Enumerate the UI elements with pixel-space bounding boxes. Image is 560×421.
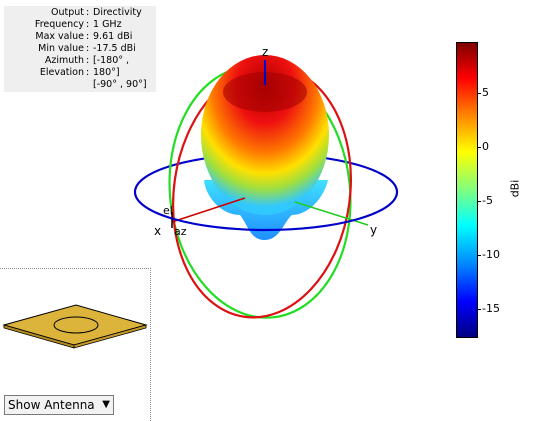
info-row-max: Max value : 9.61 dBi	[4, 31, 156, 43]
info-value: 9.61 dBi	[93, 31, 133, 42]
info-value: 180°]	[93, 67, 120, 78]
info-key: Azimuth	[44, 55, 84, 66]
info-row-elevation: Elevation : 180°]	[4, 67, 156, 79]
colorbar-tick-label: -10	[482, 248, 500, 261]
antenna-thumbnail-panel	[0, 268, 151, 421]
info-row-output: Output : Directivity	[4, 7, 156, 19]
info-key: Output	[51, 7, 84, 18]
info-value: Directivity	[93, 7, 142, 18]
z-axis-label: z	[262, 45, 268, 59]
info-key: Frequency	[34, 19, 84, 30]
chevron-down-icon: ▼	[102, 399, 110, 410]
info-colon: :	[86, 67, 90, 78]
colorbar-tick	[477, 93, 481, 94]
colorbar-tick-label: 0	[482, 140, 489, 153]
x-axis-label: x	[154, 224, 161, 238]
info-value: [-180° ,	[93, 55, 130, 66]
y-axis-label: y	[370, 223, 377, 237]
colorbar-gradient	[456, 42, 478, 338]
info-row-extra: [-90° , 90°]	[4, 79, 156, 91]
az-label: az	[174, 225, 187, 238]
show-antenna-select[interactable]: Show Antenna ▼	[4, 395, 114, 415]
x-axis-line	[171, 197, 246, 223]
info-row-frequency: Frequency : 1 GHz	[4, 19, 156, 31]
pattern-lobe-top	[223, 72, 307, 112]
select-value: Show Antenna	[8, 398, 95, 412]
el-label: el	[163, 204, 173, 217]
info-key: Min value	[38, 43, 84, 54]
colorbar-tick	[477, 309, 481, 310]
info-value: -17.5 dBi	[93, 43, 136, 54]
y-axis-line	[294, 201, 369, 226]
patch-antenna-icon	[2, 304, 148, 349]
colorbar-unit-label: dBi	[508, 179, 522, 198]
info-colon: :	[86, 7, 90, 18]
info-key: Elevation	[39, 67, 84, 78]
info-colon: :	[86, 19, 90, 30]
colorbar-tick	[477, 201, 481, 202]
colorbar-tick	[477, 255, 481, 256]
colorbar-tick-label: -15	[482, 302, 500, 315]
azimuth-ring-front	[133, 191, 399, 232]
info-row-min: Min value : -17.5 dBi	[4, 43, 156, 55]
info-key: Max value	[35, 31, 84, 42]
info-row-azimuth: Azimuth : [-180° ,	[4, 55, 156, 67]
info-panel: Output : Directivity Frequency : 1 GHz M…	[4, 6, 156, 92]
info-colon: :	[86, 31, 90, 42]
colorbar-tick-label: 5	[482, 86, 489, 99]
colorbar-tick	[477, 147, 481, 148]
info-colon: :	[86, 55, 90, 66]
colorbar: 5 0 -5 -10 -15 dBi	[456, 42, 546, 338]
info-colon: :	[86, 43, 90, 54]
info-value: 1 GHz	[93, 19, 122, 30]
info-extra-value: [-90° , 90°]	[93, 79, 147, 90]
radiation-pattern-3d[interactable]: z x y el az	[110, 30, 420, 340]
colorbar-tick-label: -5	[482, 194, 493, 207]
